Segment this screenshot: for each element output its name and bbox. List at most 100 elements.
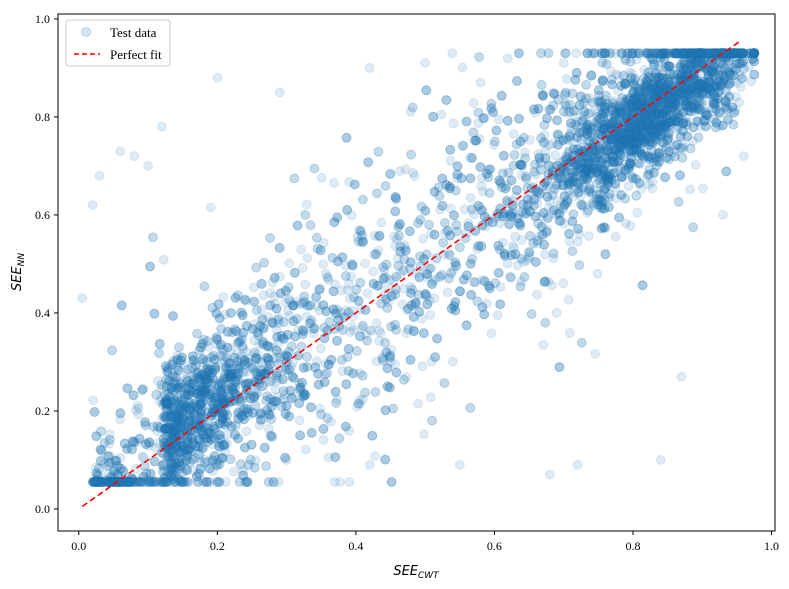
scatter-point [138,452,149,463]
scatter-point [237,334,248,345]
scatter-point [652,111,663,122]
scatter-point [730,91,741,102]
scatter-point [238,343,248,354]
scatter-point [185,405,196,416]
scatter-point [649,90,660,101]
scatter-point [516,276,527,287]
scatter-point [614,105,625,116]
scatter-point [114,477,125,487]
scatter-point [518,208,529,219]
scatter-point [504,271,515,282]
scatter-point [603,118,614,129]
scatter-point [592,118,603,129]
scatter-point [503,206,514,217]
scatter-point [389,359,400,369]
scatter-point [608,137,619,148]
scatter-point [617,48,628,59]
scatter-point [623,124,633,135]
scatter-point [273,477,284,487]
scatter-point [226,382,237,393]
scatter-point [282,350,292,361]
scatter-point [555,135,565,146]
scatter-point [661,97,672,108]
scatter-point [586,69,597,80]
scatter-point [594,147,605,158]
scatter-point [626,104,637,115]
scatter-point [613,86,624,97]
scatter-point [670,145,680,156]
scatter-point [206,416,217,426]
scatter-point [571,161,582,172]
scatter-point [336,307,347,318]
scatter-point [201,385,211,396]
scatter-point [228,386,239,397]
scatter-point [662,123,673,133]
scatter-point [237,406,247,417]
scatter-point [408,167,418,178]
scatter-point [611,69,621,80]
scatter-point [312,301,323,312]
scatter-point [559,48,570,59]
scatter-point [426,356,437,367]
scatter-point [624,120,635,131]
scatter-point [662,48,673,59]
scatter-point [709,48,720,59]
scatter-point [664,69,675,80]
scatter-point [240,390,250,401]
scatter-point [249,335,260,346]
scatter-point [678,140,689,151]
scatter-point [694,100,704,111]
scatter-point [365,325,376,336]
scatter-point [734,69,745,80]
scatter-point [158,254,169,265]
scatter-point [678,69,689,80]
scatter-point [166,384,177,395]
scatter-point [578,126,589,137]
scatter-point [718,78,729,89]
scatter-point [536,211,547,222]
scatter-point [259,257,270,268]
scatter-point [508,240,518,251]
scatter-point [218,351,229,362]
scatter-point [690,116,701,127]
scatter-point [190,453,201,463]
scatter-point [645,111,656,122]
scatter-point [472,244,483,255]
scatter-point [213,437,224,448]
scatter-point [104,434,115,445]
scatter-point [147,475,158,486]
scatter-point [619,139,630,150]
scatter-point [674,110,685,121]
scatter-point [638,127,649,138]
scatter-point [571,48,582,59]
scatter-point [316,409,326,420]
scatter-point [273,373,284,384]
scatter-point [176,429,187,440]
scatter-point [265,233,275,243]
scatter-point [688,222,699,233]
scatter-point [436,109,447,120]
scatter-point [202,420,213,431]
scatter-point [632,130,643,141]
scatter-point [628,127,639,138]
scatter-point [187,370,197,381]
scatter-point [693,132,704,143]
scatter-point [623,181,634,192]
scatter-point [180,464,191,474]
scatter-point [316,172,327,183]
scatter-point [608,134,618,144]
scatter-point [452,173,463,184]
scatter-point [646,48,657,59]
scatter-point [270,384,281,395]
scatter-point [454,242,465,253]
scatter-point [419,429,429,440]
scatter-point [543,140,554,151]
scatter-point [578,200,588,211]
scatter-point [90,462,101,473]
scatter-point [708,48,719,59]
scatter-point [330,279,340,290]
scatter-point [191,410,202,421]
scatter-point [370,387,381,397]
scatter-point [646,109,657,120]
scatter-point [279,389,290,400]
